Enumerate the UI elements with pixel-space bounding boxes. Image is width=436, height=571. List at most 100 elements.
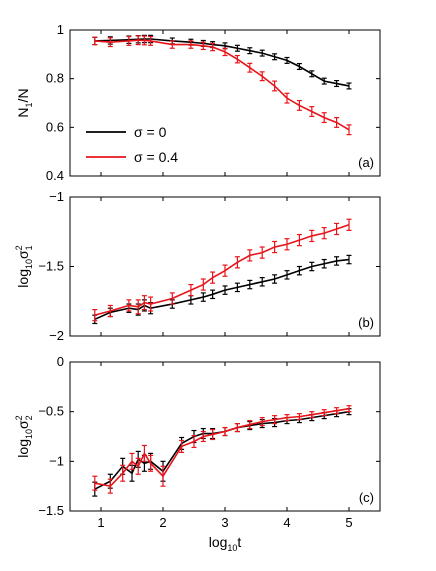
series-line (94, 258, 350, 321)
error-bar (234, 44, 240, 52)
series-line (94, 38, 350, 87)
error-bar (296, 265, 302, 276)
error-bar (247, 62, 253, 73)
error-bar (247, 249, 253, 262)
error-bar (92, 36, 98, 46)
y-axis-label: log10σ21 (14, 245, 34, 287)
error-bar (188, 283, 194, 297)
error-bar (334, 116, 340, 128)
error-bar (234, 256, 240, 269)
error-bar (346, 405, 352, 413)
error-bar (107, 478, 113, 494)
error-bar (210, 42, 216, 52)
error-bar (284, 270, 290, 280)
series-0 (92, 34, 352, 90)
legend: σ = 0 σ = 0.4 (86, 124, 178, 165)
y-axis-label-sub2: 2 (24, 415, 34, 420)
panel-label: (b) (358, 315, 374, 330)
y-axis-label-main: log (15, 439, 31, 458)
error-bar (296, 413, 302, 421)
error-bar (259, 49, 265, 57)
error-bar (296, 233, 302, 247)
error-bar (234, 282, 240, 293)
error-bar (259, 277, 265, 287)
series-line (94, 410, 350, 490)
y-tick-label: −0.5 (38, 404, 64, 419)
error-bar (141, 35, 147, 46)
y-axis-label-sup: 2 (14, 415, 24, 420)
error-bar (141, 444, 147, 462)
x-axis-label-sub: 10 (227, 543, 237, 553)
error-bar (346, 124, 352, 136)
error-bar (92, 475, 98, 491)
error-bar (120, 464, 126, 482)
y-axis-label-sub: 10 (24, 259, 34, 269)
y-axis-label-symbol: σ (15, 420, 31, 429)
error-bar (284, 238, 290, 251)
error-bar (200, 292, 206, 302)
error-bar (200, 430, 206, 443)
error-bar (160, 465, 166, 487)
error-bar (234, 422, 240, 433)
error-bar (107, 37, 113, 48)
error-bar (259, 417, 265, 427)
plot-frame (69, 361, 381, 512)
series-1 (92, 35, 352, 136)
error-bar (272, 240, 278, 254)
error-bar (222, 47, 228, 57)
y-axis-label-sub: 10 (24, 429, 34, 439)
error-bar (296, 99, 302, 111)
series-line (94, 224, 350, 316)
error-bar (222, 264, 228, 277)
error-bar (129, 452, 135, 470)
error-bar (334, 222, 340, 236)
error-bar (210, 428, 216, 441)
y-tick-label: 0 (57, 354, 64, 369)
x-axis-label-rest: t (237, 534, 241, 550)
error-bar (222, 285, 228, 295)
x-axis-label-main: log (209, 534, 228, 550)
error-bar (135, 457, 141, 475)
error-bar (309, 70, 315, 78)
y-axis-label: log10σ22 (14, 415, 34, 457)
error-bar (148, 296, 154, 312)
y-tick-label: 0.8 (46, 71, 64, 86)
error-bar (309, 229, 315, 243)
error-bar (284, 56, 290, 64)
error-bar (309, 106, 315, 117)
error-bar (296, 62, 302, 71)
y-tick-label: −1.5 (38, 503, 64, 518)
error-bar (200, 278, 206, 291)
panel-label: (a) (358, 155, 374, 170)
error-bar (346, 254, 352, 265)
series-1 (92, 218, 352, 322)
error-bar (309, 411, 315, 419)
error-bar (272, 80, 278, 92)
y-tick-label: −1 (49, 453, 64, 468)
panel-1: −2 −1.5 −1 log10σ21 (b) (14, 189, 381, 343)
error-bar (284, 92, 290, 104)
y-axis-label: N1/N (15, 88, 34, 117)
y-axis-label-sub2: 1 (24, 245, 34, 250)
error-bar (169, 40, 175, 49)
error-bar (135, 35, 141, 46)
error-bar (272, 53, 278, 61)
y-axis-label-sub: 1 (24, 102, 34, 107)
y-axis-label-rest: /N (15, 88, 31, 102)
error-bar (141, 295, 147, 311)
y-axis-label-main: log (15, 269, 31, 288)
y-axis-label-symbol: σ (15, 250, 31, 259)
legend-entry: σ = 0.4 (134, 149, 178, 165)
error-bar (247, 47, 253, 55)
series-1 (92, 405, 352, 494)
error-bar (334, 80, 340, 88)
error-bar (126, 35, 132, 46)
error-bar (321, 77, 327, 85)
error-bar (272, 274, 278, 284)
panel-label: (c) (359, 490, 374, 505)
y-tick-label: −2 (49, 328, 64, 343)
error-bar (148, 454, 154, 472)
